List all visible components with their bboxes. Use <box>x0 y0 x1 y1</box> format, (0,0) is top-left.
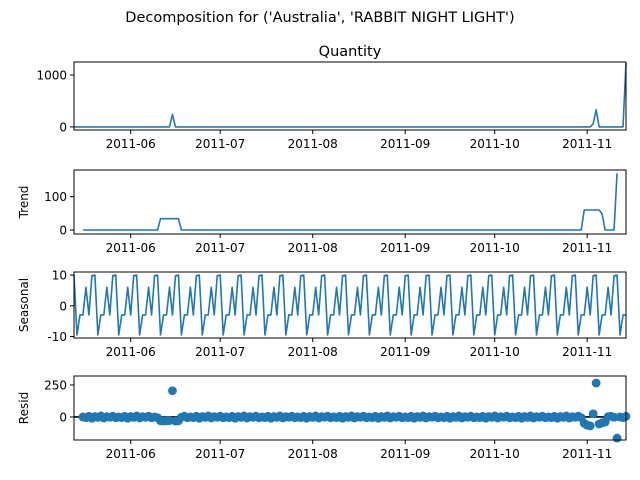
resid-point <box>588 409 598 419</box>
figure-title: Decomposition for ('Australia', 'RABBIT … <box>125 10 514 26</box>
panel-seasonal: Seasonal -10 0 10 2011-06 2011-07 2011-08 2011-… <box>17 269 627 359</box>
y-axis-label: Seasonal <box>17 278 31 332</box>
x-tick-label: 2011-10 <box>470 345 520 359</box>
x-tick-label: 2011-08 <box>288 241 338 255</box>
x-tick-label: 2011-08 <box>288 137 338 151</box>
x-tick-label: 2011-07 <box>195 241 245 255</box>
y-tick-label: 0 <box>59 299 67 313</box>
series-line <box>82 173 618 231</box>
panel-resid: Resid 0 250 2011-06 2011-07 2011-08 2011-09 201… <box>17 375 631 461</box>
x-tick-label: 2011-11 <box>562 241 612 255</box>
x-tick-label: 2011-07 <box>195 137 245 151</box>
x-tick-label: 2011-09 <box>380 345 430 359</box>
y-tick-label: 0 <box>59 224 67 238</box>
y-tick-label: 100 <box>44 190 67 204</box>
panel-quantity: Quantity 0 1000 2011-06 2011-07 2011-08 2011-0… <box>36 44 627 151</box>
x-tick-label: 2011-06 <box>106 137 156 151</box>
axes-frame <box>73 271 627 339</box>
y-tick-label: -10 <box>47 330 67 344</box>
x-tick-label: 2011-07 <box>195 345 245 359</box>
x-tick-label: 2011-10 <box>470 447 520 461</box>
x-tick-label: 2011-11 <box>562 137 612 151</box>
x-tick-label: 2011-10 <box>470 137 520 151</box>
x-tick-label: 2011-06 <box>106 447 156 461</box>
resid-point <box>585 421 595 431</box>
y-tick-label: 250 <box>44 378 67 392</box>
x-tick-label: 2011-08 <box>288 345 338 359</box>
y-axis-label: Resid <box>17 392 31 424</box>
y-tick-label: 10 <box>52 269 67 283</box>
resid-point <box>168 386 177 396</box>
axes-frame <box>73 169 627 235</box>
x-tick-label: 2011-10 <box>470 241 520 255</box>
resid-point <box>612 433 622 443</box>
x-tick-label: 2011-09 <box>380 137 430 151</box>
x-tick-label: 2011-06 <box>106 241 156 255</box>
y-tick-label: 0 <box>59 410 67 424</box>
x-tick-label: 2011-11 <box>562 447 612 461</box>
y-tick-label: 1000 <box>36 68 67 82</box>
x-tick-label: 2011-11 <box>562 345 612 359</box>
y-tick-label: 0 <box>59 120 67 134</box>
panel-title: Quantity <box>319 44 382 60</box>
axes-frame <box>73 375 627 441</box>
x-tick-label: 2011-09 <box>380 241 430 255</box>
panel-trend: Trend 0 100 2011-06 2011-07 2011-08 2011-09 201… <box>17 169 627 255</box>
x-tick-label: 2011-06 <box>106 345 156 359</box>
resid-point <box>591 378 601 388</box>
x-tick-label: 2011-07 <box>195 447 245 461</box>
x-tick-label: 2011-08 <box>288 447 338 461</box>
y-axis-label: Trend <box>17 186 31 220</box>
axes-frame <box>73 61 627 131</box>
series-line <box>74 63 627 128</box>
x-tick-label: 2011-09 <box>380 447 430 461</box>
series-line <box>73 274 626 336</box>
